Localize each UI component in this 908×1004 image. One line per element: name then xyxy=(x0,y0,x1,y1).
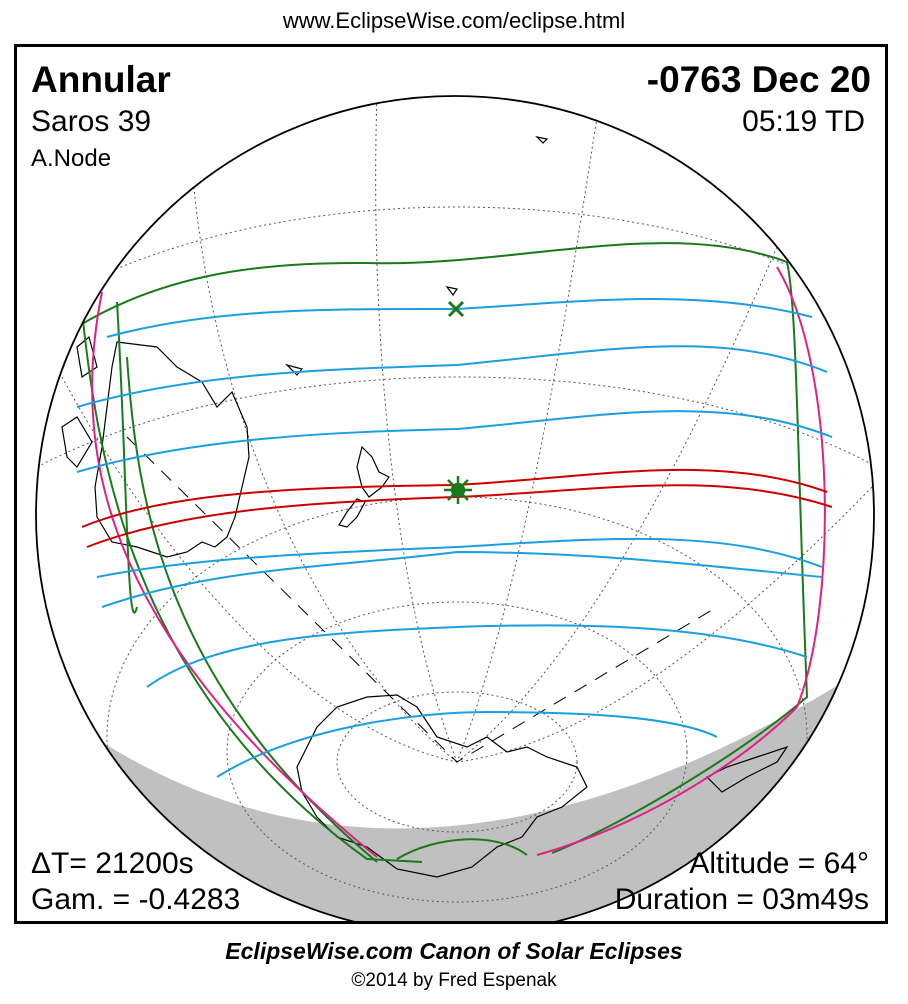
rise-set-curves xyxy=(91,266,826,858)
antarctica-coast xyxy=(296,694,588,878)
south-america-tip xyxy=(705,745,789,793)
gamma-value: Gam. = -0.4283 xyxy=(31,883,241,916)
eclipse-map-frame: Annular -0763 Dec 20 Saros 39 05:19 TD A… xyxy=(14,44,888,924)
saros-number: Saros 39 xyxy=(31,105,152,138)
canon-title: EclipseWise.com Canon of Solar Eclipses xyxy=(225,938,683,964)
australia-coast xyxy=(94,341,250,558)
coastlines xyxy=(61,136,789,878)
eclipse-time: 05:19 TD xyxy=(742,105,865,138)
subsolar-x-icon xyxy=(447,300,465,318)
eclipse-duration: Duration = 03m49s xyxy=(614,883,869,916)
site-url[interactable]: www.EclipseWise.com/eclipse.html xyxy=(282,8,626,33)
globe-outline xyxy=(35,95,875,921)
globe-map xyxy=(35,95,875,921)
sun-altitude: Altitude = 64° xyxy=(689,847,869,880)
new-zealand-south xyxy=(338,498,366,528)
eclipse-date: -0763 Dec 20 xyxy=(646,59,871,100)
lit-hemisphere xyxy=(36,96,874,798)
delta-t: ΔT= 21200s xyxy=(31,847,194,880)
node-type: A.Node xyxy=(31,145,112,172)
greatest-eclipse-star-icon xyxy=(444,476,472,504)
axis-line xyxy=(126,436,718,763)
copyright-notice: ©2014 by Fred Espenak xyxy=(351,970,557,991)
eclipse-type: Annular xyxy=(31,59,171,100)
